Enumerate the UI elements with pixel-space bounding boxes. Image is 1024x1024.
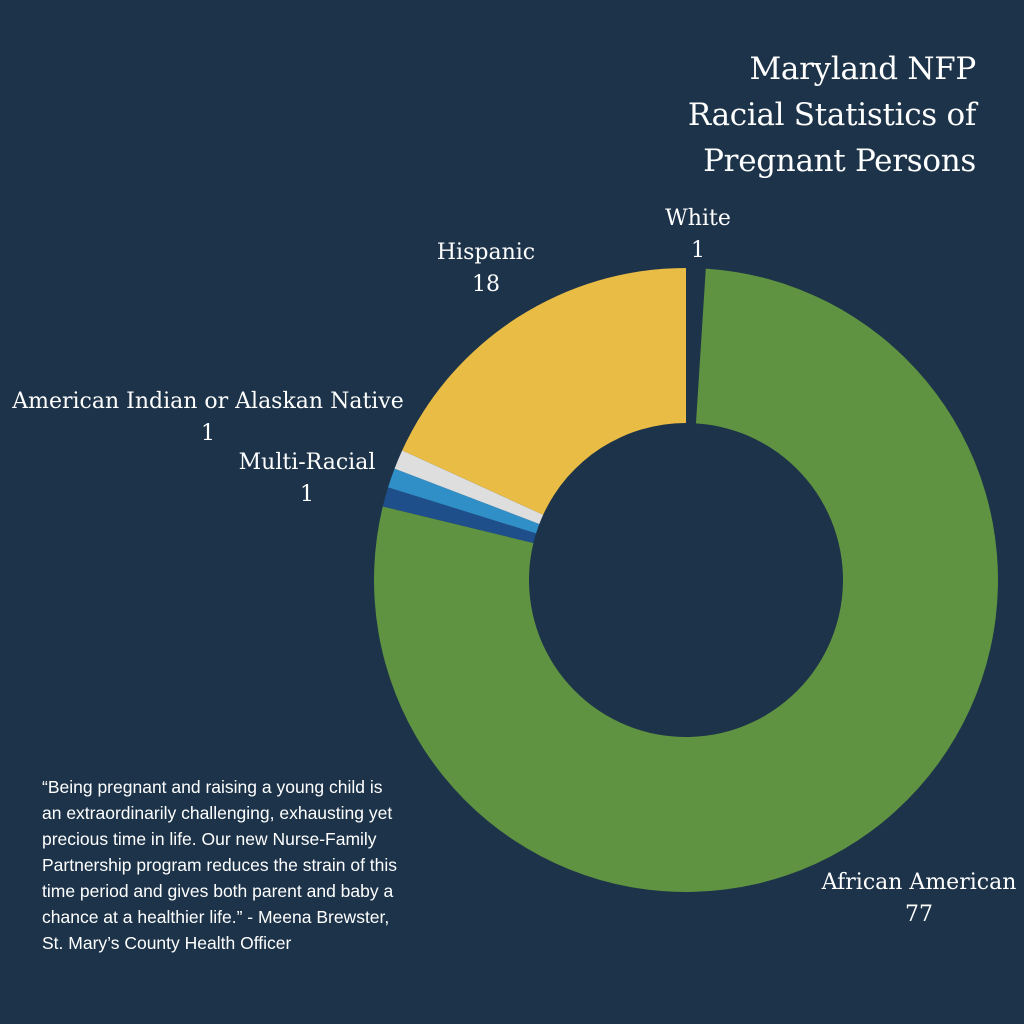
label-american-indian-value: 1 xyxy=(200,421,215,446)
label-african-american: African American 77 xyxy=(822,867,1017,931)
slice-african-american-1 xyxy=(374,268,999,892)
label-american-indian: American Indian or Alaskan Native 1 xyxy=(12,386,404,450)
slice-american-indian-or-alaskan-native-3 xyxy=(388,468,540,534)
label-white-name: White xyxy=(665,206,731,231)
label-african-american-value: 77 xyxy=(904,902,933,927)
label-multi-racial: Multi-Racial 1 xyxy=(239,447,376,511)
label-hispanic: Hispanic 18 xyxy=(437,237,535,301)
slice-white-0 xyxy=(686,268,706,424)
label-hispanic-name: Hispanic xyxy=(436,240,536,265)
title-line-3: Pregnant Persons xyxy=(703,143,976,179)
slice-hispanic-5 xyxy=(402,268,686,515)
label-hispanic-value: 18 xyxy=(472,272,500,297)
label-white-value: 1 xyxy=(691,238,705,263)
slice-multi-racial-2 xyxy=(382,487,537,543)
quote-text: “Being pregnant and raising a young chil… xyxy=(42,777,398,953)
label-white: White 1 xyxy=(665,203,731,267)
slice-unlabeled-4 xyxy=(394,450,544,524)
label-multi-racial-name: Multi-Racial xyxy=(238,450,376,475)
label-african-american-name: African American xyxy=(821,870,1017,895)
label-american-indian-name: American Indian or Alaskan Native xyxy=(12,389,404,414)
chart-title: Maryland NFP Racial Statistics of Pregna… xyxy=(688,46,976,184)
title-line-1: Maryland NFP xyxy=(749,51,976,87)
label-multi-racial-value: 1 xyxy=(300,482,314,507)
title-line-2: Racial Statistics of xyxy=(687,97,976,133)
